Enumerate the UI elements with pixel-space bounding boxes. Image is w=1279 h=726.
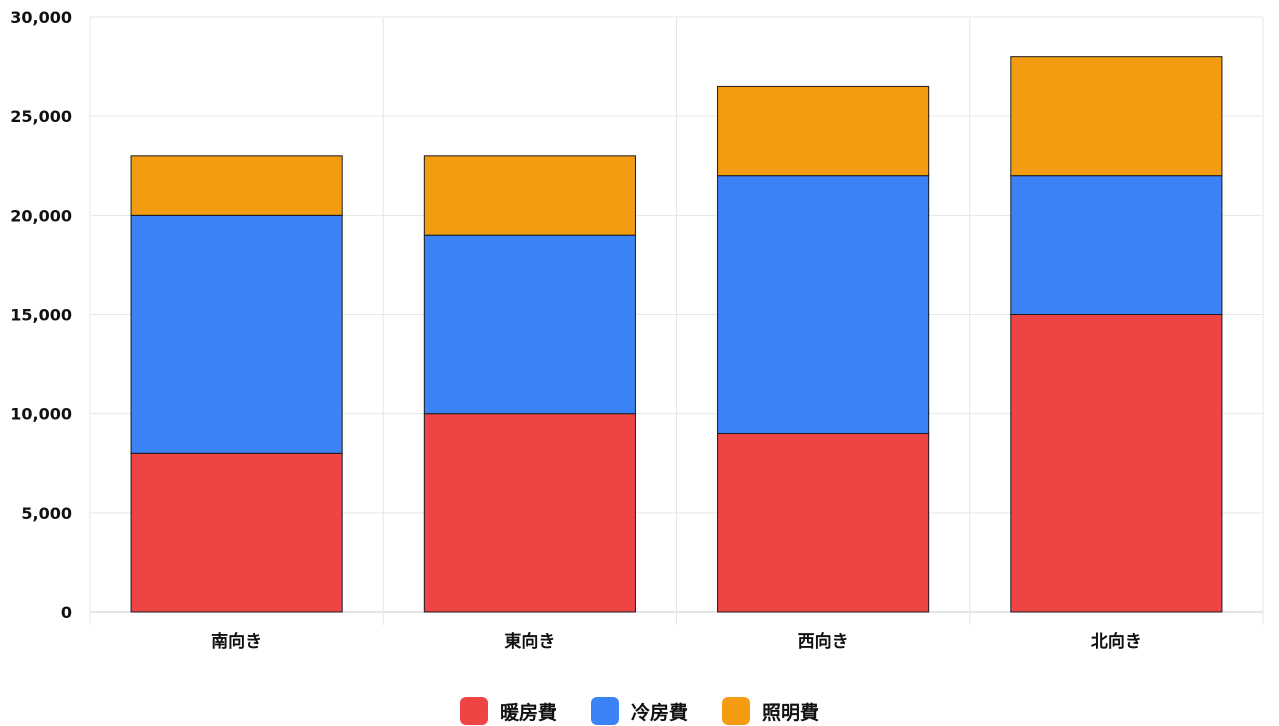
legend-label-lighting: 照明費 <box>762 701 820 724</box>
bar-layer <box>130 56 1223 613</box>
legend-item-cooling[interactable]: 冷房費 <box>590 697 688 725</box>
y-tick-label: 15,000 <box>10 306 72 325</box>
legend-swatch-cooling <box>590 697 619 725</box>
y-tick-label: 20,000 <box>10 206 72 225</box>
legend-label-heating: 暖房費 <box>499 701 557 724</box>
x-axis-ticks: 南向き 東向き 西向き 北向き <box>211 631 1142 652</box>
legend-swatch-lighting <box>722 697 750 725</box>
bar-segment-cooling <box>717 175 930 435</box>
bar-segment-lighting <box>130 155 343 216</box>
y-tick-label: 5,000 <box>21 504 72 523</box>
y-tick-label: 30,000 <box>10 8 72 27</box>
legend-item-lighting[interactable]: 照明費 <box>722 697 819 725</box>
bar-segment-cooling <box>130 214 343 454</box>
bar-segment-lighting <box>1010 56 1223 177</box>
y-tick-label: 0 <box>61 603 72 622</box>
x-tick-label: 北向き <box>1091 631 1142 652</box>
legend-item-heating[interactable]: 暖房費 <box>459 697 557 725</box>
bar-segment-heating <box>1010 314 1223 613</box>
legend: 暖房費 冷房費 照明費 <box>0 696 1279 726</box>
x-tick-label: 南向き <box>211 631 262 652</box>
bar-segment-heating <box>423 413 636 613</box>
y-axis-ticks: 0 5,000 10,000 15,000 20,000 25,000 30,000 <box>10 8 72 622</box>
bar-segment-heating <box>717 433 930 613</box>
legend-swatch-heating <box>459 697 488 725</box>
x-tick-label: 西向き <box>798 631 849 652</box>
bar-segment-lighting <box>423 155 636 236</box>
bar-segment-cooling <box>423 234 636 415</box>
legend-label-cooling: 冷房費 <box>630 701 688 724</box>
y-tick-label: 10,000 <box>10 405 72 424</box>
bar-segment-lighting <box>717 85 930 177</box>
y-tick-label: 25,000 <box>10 107 72 126</box>
bar-segment-heating <box>130 452 343 613</box>
bar-segment-cooling <box>1010 175 1223 315</box>
x-tick-label: 東向き <box>504 631 555 652</box>
